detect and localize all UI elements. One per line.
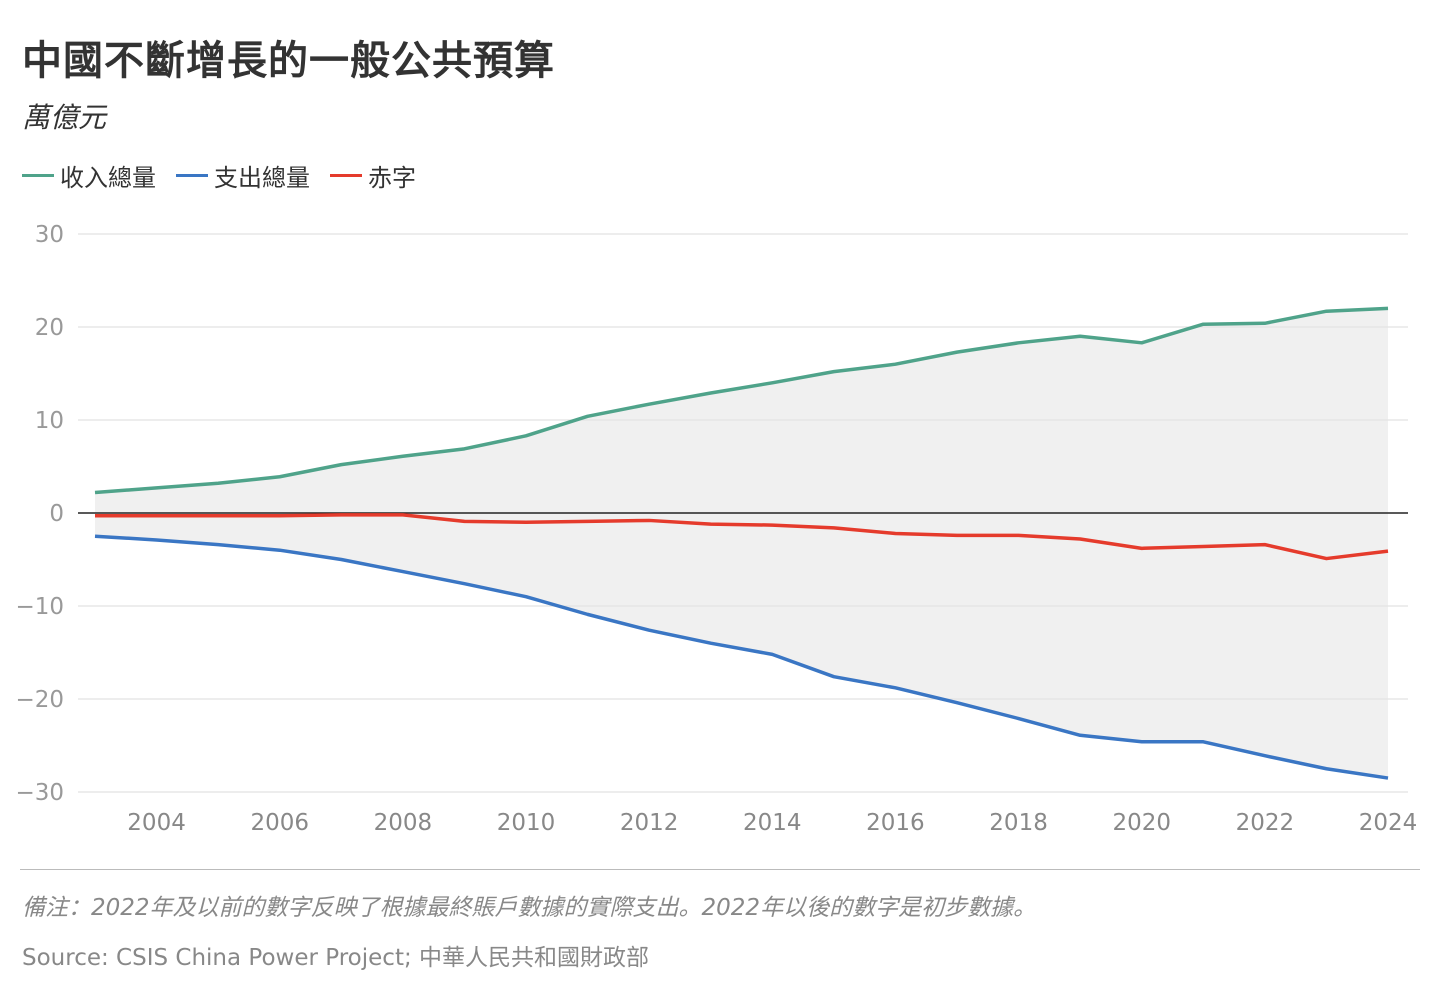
x-tick-label: 2020 <box>1112 810 1171 836</box>
y-tick-label: −10 <box>15 594 64 620</box>
legend-label: 支出總量 <box>214 164 310 192</box>
y-tick-label: 30 <box>35 222 64 248</box>
legend: 收入總量 支出總量 赤字 <box>22 158 416 193</box>
source-line: Source: CSIS China Power Project; 中華人民共和… <box>22 945 650 971</box>
chart-title: 中國不斷增長的一般公共預算 <box>22 38 555 84</box>
x-tick-label: 2012 <box>620 810 679 836</box>
series-line-1 <box>94 534 1389 780</box>
legend-swatch <box>22 174 54 177</box>
y-tick-label: 10 <box>35 408 64 434</box>
x-tick-label: 2004 <box>127 810 186 836</box>
legend-item-deficit: 赤字 <box>330 158 416 193</box>
legend-item-expenditure: 支出總量 <box>176 158 310 193</box>
legend-label: 赤字 <box>368 164 416 192</box>
x-tick-label: 2016 <box>866 810 925 836</box>
y-tick-label: −20 <box>15 687 64 713</box>
x-tick-label: 2010 <box>497 810 556 836</box>
x-tick-label: 2014 <box>743 810 802 836</box>
series-line-0 <box>94 306 1389 495</box>
x-tick-label: 2018 <box>989 810 1048 836</box>
legend-swatch <box>176 174 208 177</box>
shaded-area <box>95 308 1388 779</box>
legend-label: 收入總量 <box>60 164 156 192</box>
footnote: 備注：2022年及以前的數字反映了根據最終賬戶數據的實際支出。2022年以後的數… <box>22 895 1037 921</box>
x-tick-label: 2022 <box>1236 810 1295 836</box>
y-tick-label: 20 <box>35 315 64 341</box>
x-tick-label: 2008 <box>374 810 433 836</box>
x-tick-label: 2024 <box>1359 810 1418 836</box>
x-tick-label: 2006 <box>250 810 309 836</box>
legend-item-revenue: 收入總量 <box>22 158 156 193</box>
divider <box>20 869 1420 870</box>
series-line-2 <box>95 513 1389 561</box>
y-tick-label: −30 <box>15 780 64 806</box>
chart-subtitle: 萬億元 <box>22 101 107 134</box>
y-tick-label: 0 <box>49 501 64 527</box>
legend-swatch <box>330 174 362 177</box>
